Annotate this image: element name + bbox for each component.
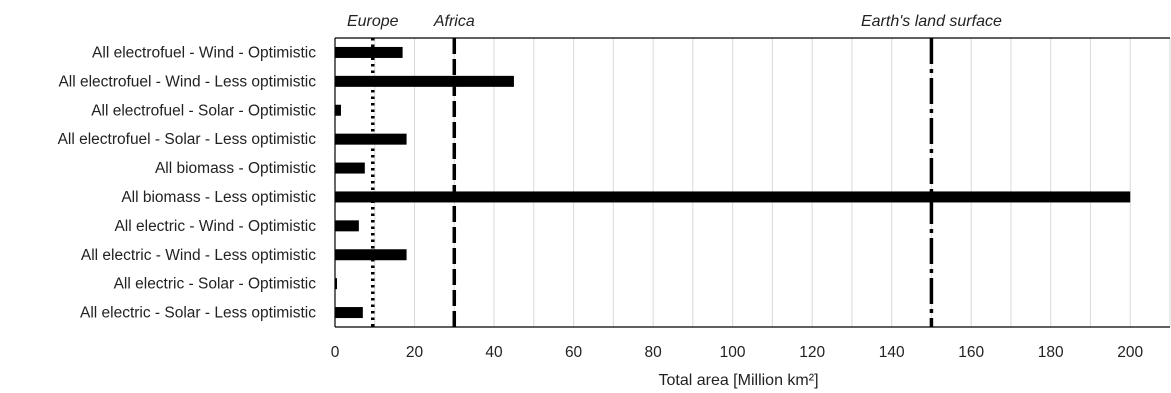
x-tick-label: 60 — [565, 344, 583, 361]
bar — [335, 162, 365, 174]
x-tick-label: 140 — [879, 344, 905, 361]
x-tick-label: 200 — [1117, 344, 1143, 361]
category-label: All electric - Solar - Less optimistic — [80, 305, 316, 322]
axes — [334, 37, 1170, 328]
x-tick-label: 40 — [485, 344, 503, 361]
x-tick-label: 120 — [799, 344, 825, 361]
bar — [335, 75, 514, 87]
grid-lines — [374, 38, 1171, 327]
bar — [335, 133, 407, 145]
category-label: All electric - Wind - Less optimistic — [81, 247, 316, 264]
bar — [335, 104, 341, 116]
category-labels: All electrofuel - Wind - Optimistic All e… — [58, 44, 317, 321]
x-axis-title: Total area [Million km²] — [658, 372, 818, 389]
bar — [335, 46, 403, 58]
bar — [335, 191, 1131, 203]
x-tick-label: 20 — [406, 344, 424, 361]
category-label: All electric - Solar - Optimistic — [114, 276, 317, 293]
category-label: All biomass - Less optimistic — [121, 189, 316, 206]
x-tick-label: 0 — [331, 344, 340, 361]
bar — [335, 220, 359, 232]
x-tick-label: 180 — [1038, 344, 1064, 361]
x-tick-label: 100 — [720, 344, 746, 361]
reference-line-label: Europe — [347, 13, 399, 30]
bar — [335, 249, 407, 261]
bars — [335, 46, 1131, 319]
x-tick-labels: 0 20 40 60 80 100 120 140 160 180 200 — [331, 344, 1144, 361]
category-label: All electrofuel - Wind - Less optimistic — [58, 73, 316, 90]
reference-line-label: Earth's land surface — [861, 13, 1002, 30]
category-label: All electrofuel - Solar - Less optimisti… — [58, 131, 317, 148]
x-tick-label: 80 — [644, 344, 662, 361]
reference-line-label: Africa — [433, 13, 475, 30]
category-label: All biomass - Optimistic — [155, 160, 316, 177]
category-label: All electrofuel - Wind - Optimistic — [92, 44, 316, 61]
category-label: All electric - Wind - Optimistic — [114, 218, 316, 235]
x-tick-label: 160 — [958, 344, 984, 361]
bar — [335, 278, 337, 290]
bar — [335, 307, 363, 319]
reference-lines: Europe Africa Earth's land surface — [347, 13, 1002, 327]
category-label: All electrofuel - Solar - Optimistic — [91, 102, 316, 119]
